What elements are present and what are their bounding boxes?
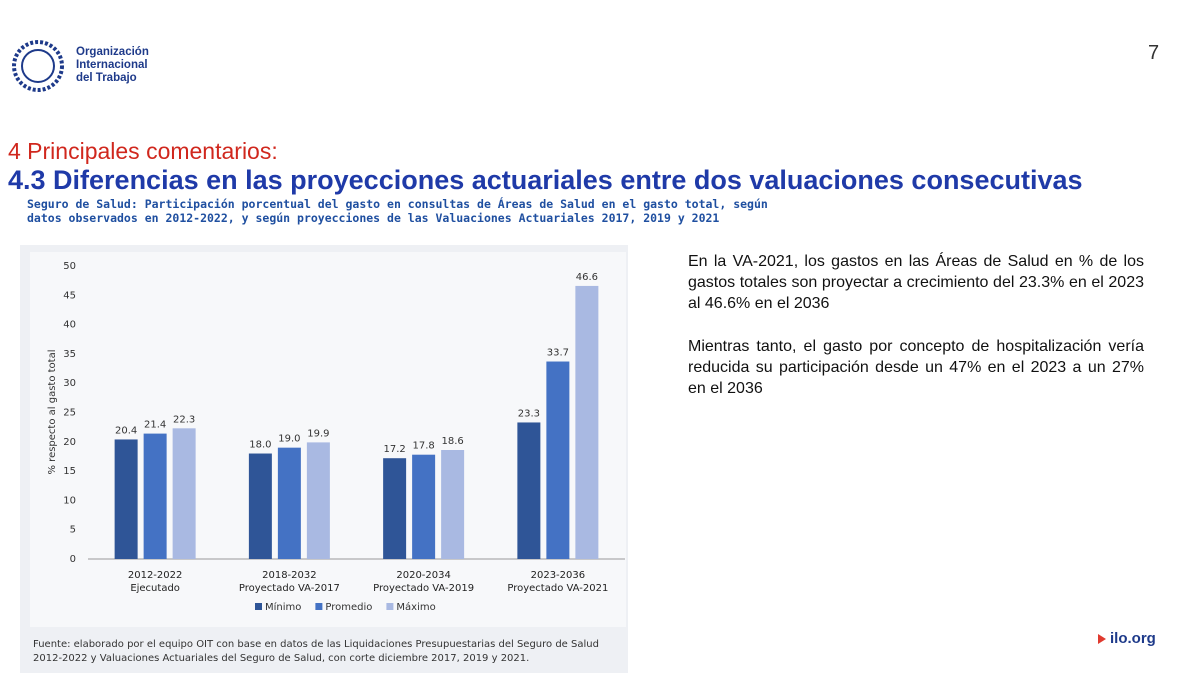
data-label: 17.8: [412, 441, 434, 452]
y-tick-label: 30: [63, 378, 76, 389]
bar: [277, 447, 301, 559]
footer-link[interactable]: ilo.org: [1110, 630, 1156, 647]
data-label: 19.0: [278, 434, 300, 445]
data-label: 22.3: [173, 414, 195, 425]
y-axis-label: % respecto al gasto total: [47, 349, 58, 474]
y-tick-label: 40: [63, 320, 76, 331]
bar: [248, 453, 272, 559]
page-number: 7: [1148, 42, 1160, 64]
source-note: Fuente: elaborado por el equipo OIT con …: [33, 639, 599, 664]
link-arrow: [1098, 634, 1106, 644]
y-tick-label: 45: [63, 290, 76, 301]
bar: [412, 454, 436, 559]
chart-title: Seguro de Salud: Participación porcentua…: [27, 197, 768, 225]
bar: [546, 361, 570, 559]
paragraph: En la VA-2021, los gastos en las Áreas d…: [688, 253, 1144, 312]
legend-swatch: [315, 603, 323, 610]
data-label: 17.2: [383, 444, 405, 455]
y-tick-label: 20: [63, 437, 76, 448]
x-tick-label: 2023-2036 Proyectado VA-2021: [507, 570, 609, 594]
legend-label: Mínimo: [265, 601, 301, 613]
data-label: 21.4: [144, 420, 166, 431]
legend-label: Máximo: [396, 601, 435, 613]
bar: [143, 433, 167, 559]
legend-label: Promedio: [325, 602, 372, 613]
y-tick-label: 50: [63, 261, 76, 272]
bar: [306, 442, 330, 559]
y-tick-label: 15: [63, 466, 76, 477]
paragraph: Mientras tanto, el gasto por concepto de…: [688, 338, 1144, 397]
legend-swatch: [255, 603, 262, 610]
y-tick-label: 35: [63, 349, 76, 360]
x-tick-label: 2020-2034 Proyectado VA-2019: [373, 570, 475, 594]
x-tick-label: 2018-2032 Proyectado VA-2017: [238, 570, 340, 594]
legend-swatch: [386, 603, 394, 610]
bar: [114, 439, 138, 559]
data-label: 46.6: [576, 272, 598, 283]
heading: 4.3 Diferencias en las proyecciones actu…: [8, 165, 1083, 195]
y-tick-label: 25: [63, 408, 76, 419]
data-label: 20.4: [115, 425, 137, 436]
data-label: 19.9: [307, 428, 329, 439]
y-tick-label: 0: [70, 554, 76, 565]
y-tick-label: 5: [70, 525, 76, 536]
section-title: 4 Principales comentarios:: [8, 138, 278, 164]
bar: [383, 458, 407, 559]
y-tick-label: 10: [63, 495, 76, 506]
data-label: 18.0: [249, 440, 271, 451]
data-label: 33.7: [547, 348, 569, 359]
data-label: 23.3: [518, 408, 540, 419]
data-label: 18.6: [441, 436, 463, 447]
x-tick-label: 2012-2022 Ejecutado: [127, 570, 183, 594]
bar: [517, 422, 541, 559]
logo-emblem: [12, 40, 64, 92]
org-name: Organización Internacional del Trabajo: [76, 46, 149, 84]
logo-emblem: [21, 49, 55, 83]
bar: [441, 450, 465, 559]
bar: [575, 285, 599, 559]
bar: [172, 428, 196, 559]
